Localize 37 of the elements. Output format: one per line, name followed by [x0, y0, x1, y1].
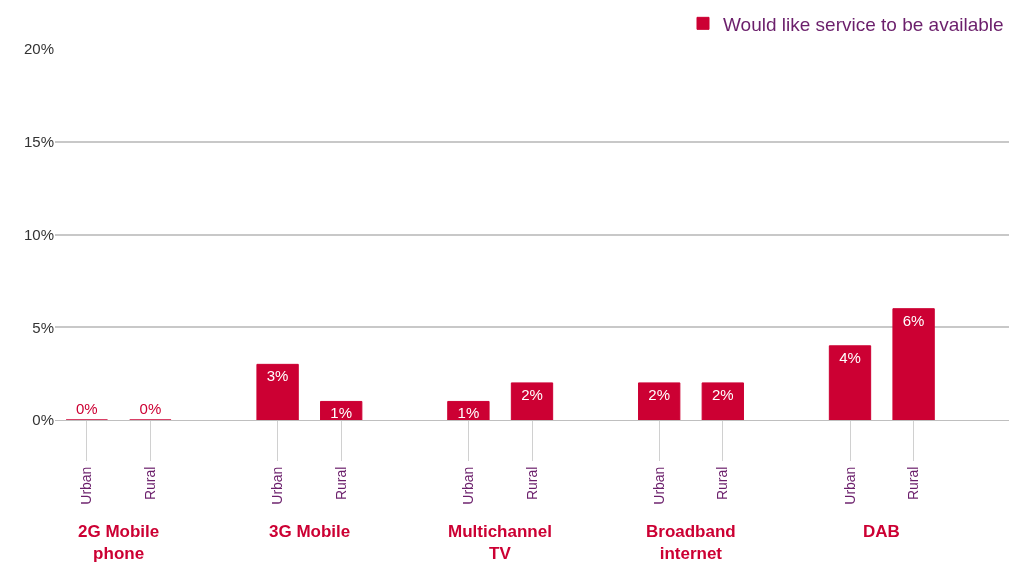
bar: [638, 382, 681, 420]
x-tick-label: Rural: [905, 466, 922, 501]
text: 2G Mobile phone: [78, 522, 160, 564]
x-tick-label: Urban: [78, 466, 95, 505]
text: Broadband internet: [646, 522, 736, 564]
x-tick-label: Urban: [459, 466, 476, 505]
bar: [701, 382, 744, 420]
bar: [828, 345, 872, 420]
data-label: 0%: [139, 400, 162, 417]
x-tick-label: Rural: [141, 466, 158, 501]
x-tick-label: Rural: [714, 466, 731, 501]
data-label: 2%: [711, 385, 734, 403]
x-tick-label: Rural: [332, 466, 349, 501]
data-label: 0%: [75, 400, 98, 417]
x-tick-label: Urban: [650, 466, 667, 505]
text: 3G Mobile: [269, 522, 351, 541]
data-label: 6%: [902, 311, 925, 329]
data-label: 1%: [330, 404, 353, 422]
text: Multichannel TV: [448, 522, 552, 564]
data-label: 2%: [648, 385, 671, 403]
y-tick-label: 0%: [32, 411, 54, 429]
x-tick-label: Urban: [269, 466, 286, 505]
data-label: 1%: [457, 404, 480, 422]
bar: [510, 382, 554, 420]
text: DAB: [863, 522, 900, 541]
y-tick-label: 10%: [23, 225, 54, 243]
x-tick-label: Rural: [523, 466, 540, 501]
data-label: 4%: [839, 348, 861, 366]
bar: [256, 363, 299, 420]
legend-label: Would like service to be available: [723, 13, 1004, 35]
bar: [892, 308, 935, 420]
x-tick-label: Urban: [841, 466, 858, 505]
data-label: 3%: [266, 367, 289, 385]
y-tick-label: 20%: [23, 40, 54, 58]
data-label: 2%: [521, 385, 543, 403]
y-tick-label: 15%: [23, 133, 54, 150]
y-tick-label: 5%: [32, 318, 54, 336]
